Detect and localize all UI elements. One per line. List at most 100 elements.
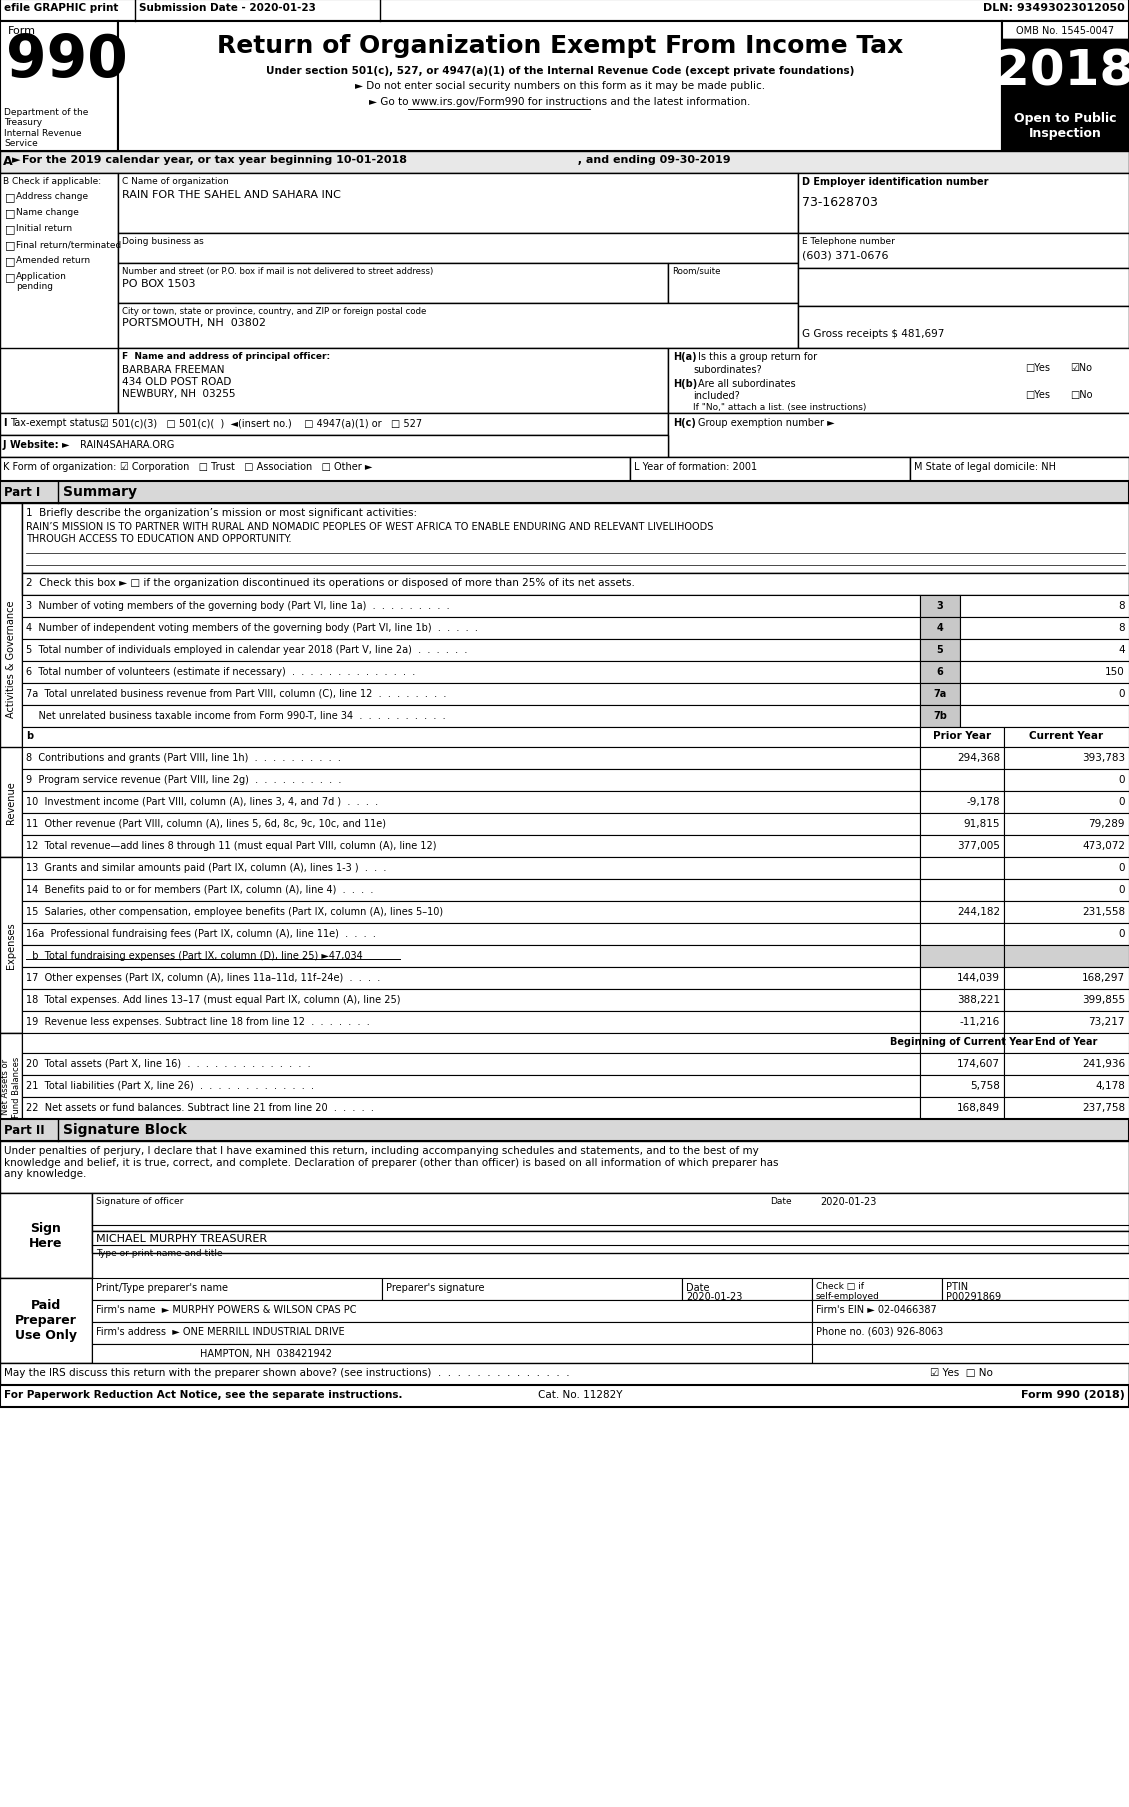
Bar: [1004, 813, 1129, 835]
Bar: [1004, 728, 1129, 748]
Text: For Paperwork Reduction Act Notice, see the separate instructions.: For Paperwork Reduction Act Notice, see …: [5, 1390, 403, 1399]
Text: Amended return: Amended return: [16, 257, 90, 266]
Text: 0: 0: [1119, 862, 1124, 873]
Text: □Yes: □Yes: [1025, 390, 1050, 399]
Bar: [1004, 902, 1129, 923]
Bar: [960, 596, 1129, 618]
Bar: [920, 945, 1004, 967]
Text: DLN: 93493023012050: DLN: 93493023012050: [983, 4, 1124, 13]
Bar: [1003, 105, 1129, 152]
Text: Are all subordinates: Are all subordinates: [698, 379, 796, 389]
Text: Room/suite: Room/suite: [672, 267, 720, 276]
Text: 473,072: 473,072: [1082, 840, 1124, 851]
Text: K Form of organization:: K Form of organization:: [3, 463, 116, 472]
Bar: [21, 705, 920, 728]
Bar: [920, 858, 1004, 880]
Bar: [21, 770, 920, 791]
Bar: [21, 967, 920, 990]
Bar: [920, 1053, 1004, 1075]
Text: Form 990 (2018): Form 990 (2018): [1021, 1390, 1124, 1399]
Text: 237,758: 237,758: [1082, 1102, 1124, 1113]
Text: □Yes: □Yes: [1025, 363, 1050, 372]
Text: RAIN FOR THE SAHEL AND SAHARA INC: RAIN FOR THE SAHEL AND SAHARA INC: [122, 190, 341, 201]
Text: P00291869: P00291869: [946, 1292, 1001, 1301]
Bar: [0, 414, 668, 435]
Bar: [21, 945, 920, 967]
Text: E Telephone number: E Telephone number: [802, 237, 895, 246]
Bar: [0, 0, 1129, 22]
Bar: [942, 1278, 1129, 1301]
Bar: [1004, 858, 1129, 880]
Text: Under penalties of perjury, I declare that I have examined this return, includin: Under penalties of perjury, I declare th…: [5, 1146, 779, 1178]
Text: 19  Revenue less expenses. Subtract line 18 from line 12  .  .  .  .  .  .  .: 19 Revenue less expenses. Subtract line …: [26, 1016, 370, 1026]
Text: 91,815: 91,815: [963, 819, 1000, 829]
Text: Net unrelated business taxable income from Form 990-T, line 34  .  .  .  .  .  .: Net unrelated business taxable income fr…: [26, 710, 446, 721]
Text: 21  Total liabilities (Part X, line 26)  .  .  .  .  .  .  .  .  .  .  .  .  .: 21 Total liabilities (Part X, line 26) .…: [26, 1081, 314, 1090]
Bar: [1004, 990, 1129, 1012]
Text: 11  Other revenue (Part VIII, column (A), lines 5, 6d, 8c, 9c, 10c, and 11e): 11 Other revenue (Part VIII, column (A),…: [26, 819, 386, 829]
Bar: [920, 1075, 1004, 1097]
Bar: [91, 1231, 1129, 1254]
Bar: [0, 858, 21, 1034]
Text: 6  Total number of volunteers (estimate if necessary)  .  .  .  .  .  .  .  .  .: 6 Total number of volunteers (estimate i…: [26, 667, 415, 676]
Bar: [1004, 1097, 1129, 1119]
Text: 5  Total number of individuals employed in calendar year 2018 (Part V, line 2a) : 5 Total number of individuals employed i…: [26, 645, 467, 654]
Bar: [960, 661, 1129, 683]
Bar: [798, 307, 1129, 349]
Text: F  Name and address of principal officer:: F Name and address of principal officer:: [122, 352, 330, 361]
Bar: [920, 880, 1004, 902]
Text: Signature Block: Signature Block: [63, 1122, 187, 1137]
Bar: [1004, 791, 1129, 813]
Text: End of Year: End of Year: [1035, 1037, 1097, 1046]
Bar: [920, 683, 960, 705]
Text: Firm's address  ► ONE MERRILL INDUSTRIAL DRIVE: Firm's address ► ONE MERRILL INDUSTRIAL …: [96, 1326, 344, 1335]
Bar: [920, 640, 960, 661]
Text: Net Assets or
Fund Balances: Net Assets or Fund Balances: [1, 1055, 20, 1117]
Bar: [0, 22, 119, 152]
Text: 393,783: 393,783: [1082, 752, 1124, 763]
Text: Is this a group return for: Is this a group return for: [698, 352, 817, 361]
Text: 241,936: 241,936: [1082, 1059, 1124, 1068]
Bar: [0, 504, 21, 813]
Text: □: □: [5, 271, 16, 282]
Text: RAIN’S MISSION IS TO PARTNER WITH RURAL AND NOMADIC PEOPLES OF WEST AFRICA TO EN: RAIN’S MISSION IS TO PARTNER WITH RURAL …: [26, 522, 714, 531]
Bar: [21, 902, 920, 923]
Bar: [21, 728, 920, 748]
Text: 73,217: 73,217: [1088, 1016, 1124, 1026]
Text: 2018: 2018: [996, 47, 1129, 96]
Bar: [960, 640, 1129, 661]
Text: NEWBURY, NH  03255: NEWBURY, NH 03255: [122, 389, 236, 399]
Bar: [0, 152, 1129, 173]
Text: 168,849: 168,849: [957, 1102, 1000, 1113]
Bar: [21, 596, 920, 618]
Bar: [21, 880, 920, 902]
Text: efile GRAPHIC print: efile GRAPHIC print: [5, 4, 119, 13]
Bar: [668, 349, 1129, 414]
Text: ► Go to www.irs.gov/Form990 for instructions and the latest information.: ► Go to www.irs.gov/Form990 for instruct…: [369, 98, 751, 107]
Bar: [1004, 748, 1129, 770]
Text: Group exemption number ►: Group exemption number ►: [698, 417, 834, 428]
Text: ☑ Yes  □ No: ☑ Yes □ No: [930, 1368, 992, 1377]
Text: Cat. No. 11282Y: Cat. No. 11282Y: [537, 1390, 622, 1399]
Text: 0: 0: [1119, 688, 1124, 699]
Bar: [920, 1034, 1004, 1053]
Text: 6: 6: [937, 667, 944, 676]
Text: 9  Program service revenue (Part VIII, line 2g)  .  .  .  .  .  .  .  .  .  .: 9 Program service revenue (Part VIII, li…: [26, 775, 341, 784]
Bar: [21, 791, 920, 813]
Bar: [0, 1142, 1129, 1193]
Bar: [798, 269, 1129, 307]
Bar: [21, 835, 920, 858]
Text: -11,216: -11,216: [960, 1016, 1000, 1026]
Bar: [1004, 1034, 1129, 1053]
Text: 990: 990: [6, 33, 128, 89]
Text: Paid
Preparer
Use Only: Paid Preparer Use Only: [15, 1299, 77, 1343]
Text: L Year of formation: 2001: L Year of formation: 2001: [634, 463, 758, 472]
Text: If "No," attach a list. (see instructions): If "No," attach a list. (see instruction…: [693, 403, 866, 412]
Bar: [812, 1323, 1129, 1344]
Text: PO BOX 1503: PO BOX 1503: [122, 278, 195, 289]
Bar: [1004, 1012, 1129, 1034]
Bar: [21, 990, 920, 1012]
Text: -9,178: -9,178: [966, 797, 1000, 806]
Text: Final return/terminated: Final return/terminated: [16, 240, 121, 249]
Bar: [1004, 923, 1129, 945]
